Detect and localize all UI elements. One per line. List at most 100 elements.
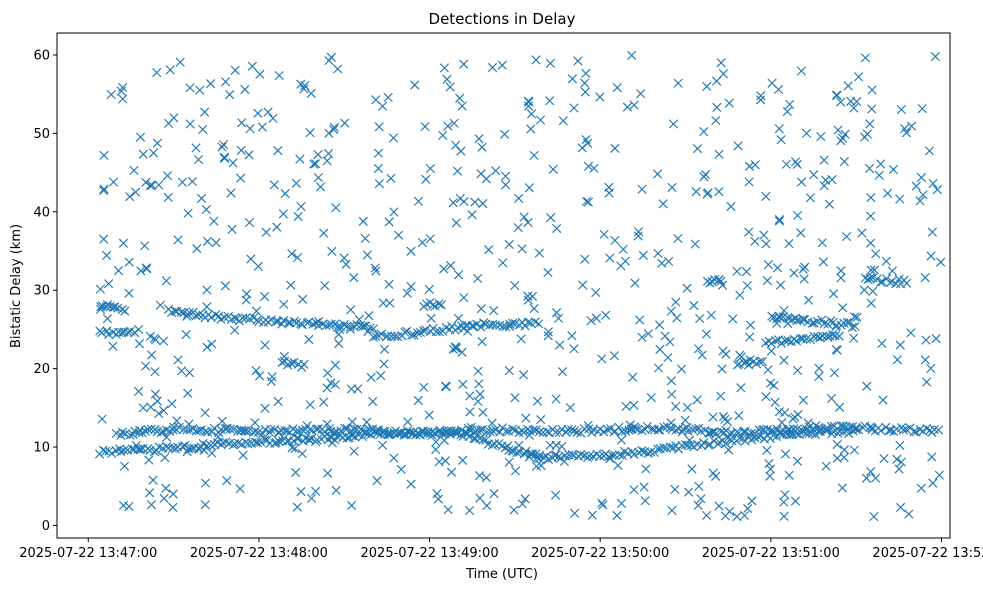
detection-point	[861, 473, 872, 483]
detection-point	[245, 124, 255, 134]
detection-point	[833, 125, 843, 135]
detection-point	[102, 250, 112, 260]
detection-point	[501, 321, 511, 332]
detection-point	[306, 88, 316, 98]
detection-point	[336, 426, 346, 436]
detection-point	[184, 419, 194, 429]
detection-point	[217, 142, 227, 152]
detection-point	[699, 172, 709, 182]
detection-point	[324, 128, 334, 138]
detection-point	[99, 185, 109, 196]
detection-point	[798, 395, 809, 405]
detection-point	[279, 315, 289, 326]
x-tick-label: 2025-07-22 13:48:00	[190, 546, 328, 561]
detection-point	[614, 422, 624, 432]
detection-point	[610, 235, 620, 246]
detection-point	[759, 230, 769, 240]
detection-point	[551, 450, 561, 460]
detection-point	[220, 281, 231, 291]
detection-point	[604, 452, 614, 462]
detection-point	[211, 238, 221, 248]
detection-point	[482, 501, 492, 511]
detection-point	[516, 334, 526, 344]
detection-point	[735, 290, 745, 300]
detection-point	[814, 371, 824, 382]
detection-point	[580, 87, 590, 97]
detection-point	[646, 392, 656, 403]
detection-point	[524, 430, 535, 440]
detection-point	[473, 273, 483, 284]
detection-point	[518, 427, 529, 438]
detection-point	[896, 104, 906, 115]
detection-point	[352, 320, 362, 330]
detection-point	[785, 99, 795, 110]
detection-point	[400, 327, 410, 337]
detection-point	[228, 158, 238, 168]
detection-point	[144, 488, 155, 498]
detection-point	[756, 91, 766, 101]
detection-point	[783, 318, 793, 329]
detection-point	[187, 443, 197, 454]
detection-point	[534, 248, 544, 258]
detection-point	[274, 70, 284, 81]
detection-point	[892, 355, 903, 365]
detection-point	[640, 496, 650, 506]
detection-point	[182, 311, 192, 321]
x-tick-label: 2025-07-22 13:47:00	[19, 546, 157, 561]
detection-point	[763, 365, 773, 375]
detection-point	[534, 427, 544, 437]
detection-point	[665, 442, 676, 452]
detection-point	[240, 84, 250, 95]
detection-point	[485, 427, 495, 437]
detection-point	[371, 266, 381, 276]
detection-point	[799, 274, 809, 284]
detection-point	[477, 337, 487, 347]
detection-point	[374, 122, 384, 132]
detection-point	[739, 427, 749, 437]
detection-point	[749, 428, 760, 438]
detection-point	[339, 253, 349, 263]
detection-point	[653, 248, 663, 259]
detection-point	[796, 66, 807, 76]
detection-point	[871, 249, 881, 259]
detection-point	[682, 283, 692, 293]
detection-point	[755, 357, 765, 367]
detection-point	[289, 316, 299, 326]
detection-point	[185, 83, 195, 93]
detection-point	[819, 155, 829, 165]
detection-point	[99, 184, 109, 194]
detection-point	[446, 467, 457, 477]
detection-point	[426, 313, 436, 323]
detection-point	[895, 194, 905, 204]
detection-point	[863, 274, 873, 285]
detection-point	[484, 245, 494, 255]
detection-point	[904, 509, 914, 519]
detection-point	[792, 365, 803, 376]
detection-point	[553, 313, 564, 323]
detection-point	[124, 257, 134, 267]
detection-point	[543, 267, 553, 278]
detection-point	[808, 424, 818, 435]
detection-point	[518, 370, 529, 380]
detection-point	[836, 273, 846, 283]
detection-point	[583, 197, 594, 207]
detection-point	[200, 500, 210, 510]
detection-point	[744, 161, 755, 171]
detection-point	[445, 82, 455, 92]
detection-point	[532, 396, 543, 406]
detection-point	[227, 224, 237, 235]
detection-point	[581, 68, 591, 79]
detection-point	[194, 310, 204, 320]
detection-point	[406, 479, 416, 489]
detection-point	[877, 338, 887, 349]
detection-point	[707, 427, 717, 437]
detection-point	[699, 127, 709, 137]
detection-point	[406, 282, 416, 292]
detection-point	[523, 96, 534, 106]
detection-point	[100, 446, 111, 457]
detection-point	[550, 490, 561, 500]
detection-point	[491, 166, 501, 176]
detection-point	[424, 284, 434, 294]
detection-point	[843, 81, 853, 91]
detection-point	[202, 302, 212, 312]
